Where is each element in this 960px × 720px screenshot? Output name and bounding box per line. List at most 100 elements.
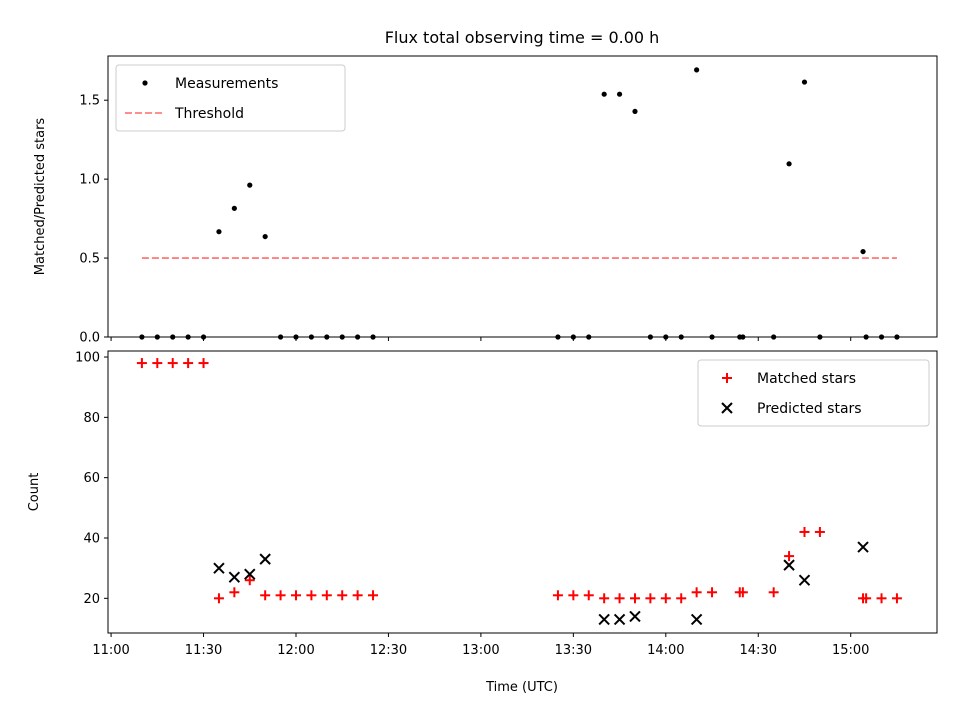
bottom-point-0-18 — [583, 590, 594, 601]
top-plot-area — [139, 67, 900, 340]
bottom-point-0-8 — [260, 590, 271, 601]
bottom-point-1-8 — [783, 559, 795, 571]
top-point-0-20 — [616, 91, 623, 97]
bottom-point-0-23 — [660, 593, 671, 604]
bottom-point-0-29 — [768, 587, 779, 598]
bottom-point-1-3 — [259, 553, 271, 565]
top-axes-frame — [107, 55, 938, 338]
bottom-point-0-17 — [568, 590, 579, 601]
bottom-point-0-25 — [691, 587, 702, 598]
top-point-0-29 — [771, 334, 777, 340]
bottom-point-0-4 — [198, 358, 209, 369]
bottom-point-0-28 — [737, 587, 748, 598]
bottom-point-0-15 — [368, 590, 379, 601]
bottom-ytick-label-1: 40 — [83, 531, 100, 546]
top-point-0-28 — [740, 334, 746, 340]
bottom-point-0-10 — [290, 590, 301, 601]
top-point-0-23 — [663, 334, 669, 340]
top-point-0-9 — [277, 334, 284, 340]
bottom-legend-label-1: Predicted stars — [757, 401, 862, 417]
xtick-label-4: 13:00 — [462, 643, 499, 658]
bottom-plot-area — [136, 358, 902, 626]
bottom-ytick-label-4: 100 — [75, 351, 100, 366]
top-point-0-35 — [878, 334, 885, 340]
top-point-0-19 — [601, 91, 607, 97]
bottom-ytick-label-2: 60 — [83, 471, 100, 486]
bottom-point-0-14 — [352, 590, 363, 601]
bottom-point-0-16 — [552, 590, 563, 601]
bottom-ytick-label-3: 80 — [83, 411, 100, 426]
top-point-0-34 — [863, 334, 869, 340]
bottom-point-1-7 — [690, 613, 703, 626]
top-point-0-30 — [786, 161, 792, 167]
xtick-label-0: 11:00 — [92, 643, 129, 658]
top-point-0-14 — [355, 334, 361, 340]
top-ytick-label-1: 0.5 — [79, 252, 100, 267]
bottom-point-0-6 — [229, 587, 240, 598]
bottom-point-0-21 — [629, 593, 640, 604]
bottom-legend-swatch-1-b — [721, 402, 733, 414]
bottom-point-1-6 — [629, 610, 641, 623]
top-point-0-12 — [324, 334, 330, 340]
top-ytick-label-3: 1.5 — [79, 94, 100, 109]
bottom-axes-frame — [107, 350, 938, 634]
xtick-label-8: 15:00 — [832, 643, 869, 658]
bottom-point-0-2 — [167, 358, 178, 369]
top-point-0-13 — [339, 334, 345, 340]
top-ytick-label-2: 1.0 — [79, 173, 100, 188]
bottom-legend-swatch-0 — [722, 373, 732, 383]
bottom-point-0-1 — [152, 358, 163, 369]
top-point-0-0 — [139, 334, 145, 340]
xtick-label-6: 14:00 — [647, 643, 684, 658]
bottom-point-1-9-b — [798, 574, 811, 586]
xtick-label-2: 12:00 — [277, 643, 314, 658]
bottom-point-1-0 — [213, 562, 225, 574]
bottom-point-1-6-b — [629, 610, 641, 623]
bottom-point-0-24 — [676, 593, 687, 604]
bottom-point-0-19 — [599, 593, 610, 604]
bottom-point-0-7 — [244, 575, 255, 586]
bottom-point-0-32 — [814, 526, 825, 537]
bottom-point-0-35 — [876, 593, 887, 604]
top-point-0-5 — [216, 229, 222, 235]
top-point-0-18 — [586, 334, 592, 340]
top-point-0-32 — [817, 334, 823, 340]
bottom-legend-box — [697, 359, 930, 427]
bottom-point-0-9 — [275, 590, 286, 601]
bottom-point-1-10 — [857, 541, 869, 553]
bottom-series-0 — [136, 358, 902, 604]
top-y-axis-label: Matched/Predicted stars — [33, 118, 48, 276]
top-legend-box — [115, 64, 346, 132]
bottom-legend: Matched stars Predicted stars — [697, 359, 930, 427]
xtick-label-7: 14:30 — [740, 643, 777, 658]
top-point-0-16 — [555, 334, 561, 340]
bottom-series-1 — [213, 541, 869, 626]
bottom-point-1-1 — [228, 571, 241, 583]
bottom-ytick-label-0: 20 — [83, 592, 100, 607]
bottom-point-0-0 — [136, 358, 147, 369]
top-point-0-4 — [200, 334, 207, 340]
bottom-point-1-9 — [798, 574, 811, 586]
top-point-0-6 — [231, 205, 237, 211]
bottom-point-0-31 — [799, 526, 810, 537]
bottom-point-1-2-b — [244, 568, 256, 580]
top-point-0-8 — [262, 233, 268, 240]
bottom-point-1-3-b — [259, 553, 271, 565]
top-point-0-31 — [801, 79, 808, 85]
top-point-0-36 — [894, 334, 900, 340]
top-ytick-label-0: 0.0 — [79, 331, 100, 346]
x-axis-label: Time (UTC) — [485, 680, 558, 695]
top-point-0-3 — [185, 334, 191, 340]
xtick-label-1: 11:30 — [185, 643, 222, 658]
bottom-point-1-1-b — [228, 571, 241, 583]
top-point-0-21 — [632, 108, 638, 115]
top-point-0-22 — [647, 334, 653, 340]
bottom-panel: 20 40 60 80 100 11:00 11:30 12:00 12:30 13:00 13:3… — [27, 350, 938, 658]
top-point-0-15 — [370, 334, 376, 340]
top-legend-label-1: Threshold — [174, 106, 244, 122]
bottom-point-1-2 — [244, 568, 256, 580]
bottom-point-1-10-b — [857, 541, 869, 553]
bottom-point-1-8-b — [783, 559, 795, 571]
top-point-0-33 — [860, 248, 866, 255]
